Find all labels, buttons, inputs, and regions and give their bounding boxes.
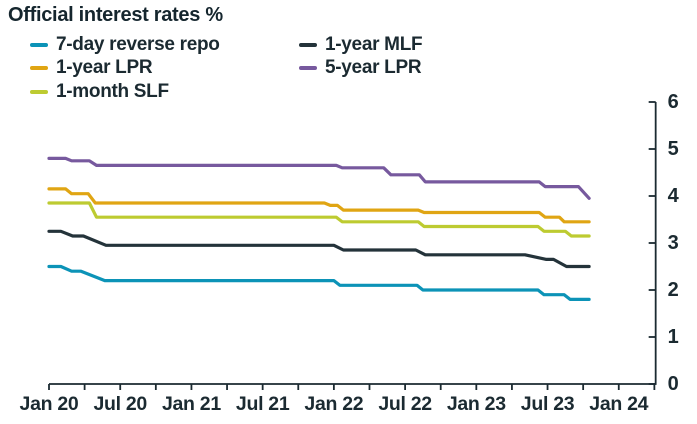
y-axis-label: 3 — [668, 232, 679, 254]
legend-label: 1-month SLF — [56, 80, 169, 102]
x-axis-label: Jul 23 — [521, 393, 575, 415]
legend-item-mlf1y: 1-year MLF — [299, 33, 423, 57]
legend-item-slf1m: 1-month SLF — [30, 80, 299, 104]
legend-marker — [299, 66, 317, 71]
legend-item-lpr5y: 5-year LPR — [299, 57, 422, 81]
x-axis-label: Jan 22 — [304, 393, 363, 415]
x-axis-label: Jan 21 — [162, 393, 221, 415]
legend: 7-day reverse repo 1-year LPR 1-month SLF 1… — [30, 33, 423, 104]
series-line-lpr1y — [47, 187, 591, 224]
axis-frame — [49, 102, 657, 385]
chart-title: Official interest rates % — [8, 4, 223, 26]
legend-label: 5-year LPR — [325, 57, 422, 79]
y-axis-label: 6 — [668, 91, 679, 113]
legend-marker — [30, 89, 48, 94]
x-axis-label: Jul 21 — [236, 393, 290, 415]
y-axis-label: 2 — [668, 279, 679, 301]
x-axis-label: Jan 24 — [589, 393, 648, 415]
legend-label: 1-year LPR — [56, 57, 153, 79]
y-axis-label: 4 — [668, 185, 680, 207]
series-line-slf1m — [47, 201, 591, 238]
series-line-lpr5y — [47, 156, 591, 200]
x-axis-label: Jul 22 — [378, 393, 432, 415]
series-line-mlf1y — [47, 229, 591, 269]
y-axis-label: 5 — [668, 138, 679, 160]
legend-column: 1-year MLF 5-year LPR — [299, 33, 423, 104]
legend-item-repo7d: 7-day reverse repo — [30, 33, 299, 57]
legend-marker — [30, 42, 48, 47]
y-axis-label: 1 — [668, 326, 679, 348]
x-axis-label: Jan 20 — [20, 393, 79, 415]
legend-column: 7-day reverse repo 1-year LPR 1-month SLF — [30, 33, 299, 104]
legend-label: 1-year MLF — [325, 33, 423, 55]
y-axis-label: 0 — [668, 373, 679, 395]
series-line-repo7d — [47, 264, 591, 301]
x-axis-label: Jan 23 — [447, 393, 506, 415]
legend-marker — [30, 66, 48, 71]
legend-marker — [299, 42, 317, 47]
legend-item-lpr1y: 1-year LPR — [30, 57, 299, 81]
x-axis-label: Jul 20 — [93, 393, 147, 415]
legend-label: 7-day reverse repo — [56, 33, 220, 55]
